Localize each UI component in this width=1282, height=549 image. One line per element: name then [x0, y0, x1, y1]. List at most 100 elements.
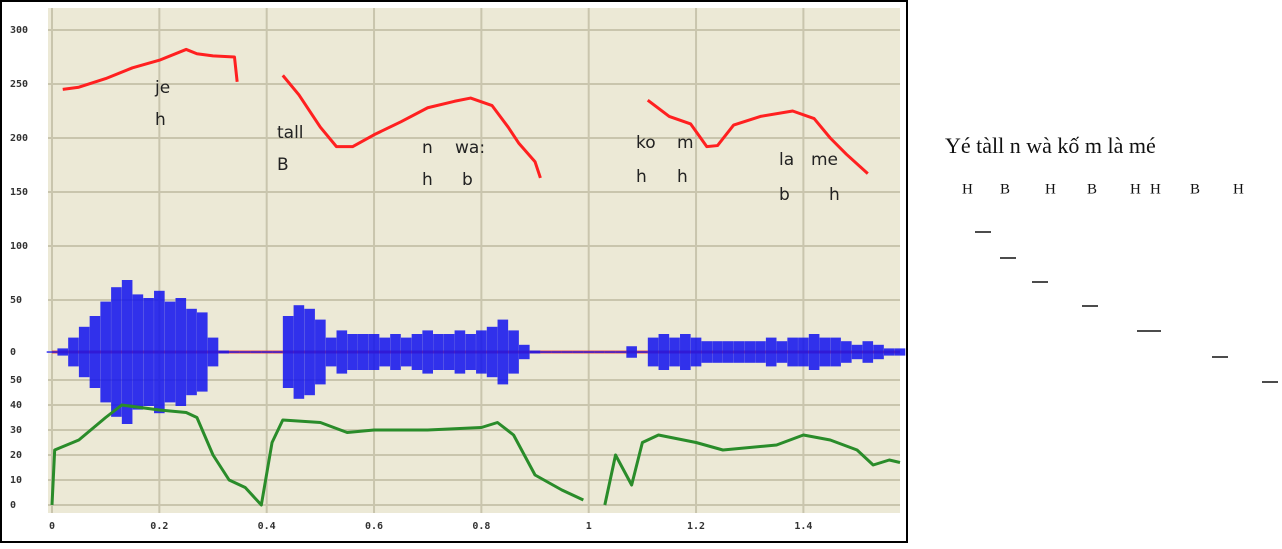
x-tick-label: 1: [586, 521, 592, 532]
y-tick-label: 50: [10, 295, 22, 306]
tone-label: H: [1233, 181, 1244, 197]
amplitude-bar: [121, 280, 133, 424]
pitch-line: [62, 47, 869, 179]
amplitude-bar: [647, 337, 659, 367]
amplitude-bar: [744, 341, 756, 363]
amplitude-bar: [411, 334, 423, 370]
syllable-label: h: [422, 170, 433, 190]
y-tick-label: 20: [10, 450, 22, 461]
amplitude-bar: [186, 308, 197, 396]
syllable-label: la: [779, 150, 794, 170]
amplitude-bar: [207, 337, 219, 367]
sentence: Yé tàll n wà kố m là mé: [945, 133, 1156, 158]
amplitude-bar: [315, 319, 326, 385]
amplitude-bar: [143, 298, 154, 406]
y-tick-label: 200: [10, 133, 28, 144]
y-tick-label: 300: [10, 25, 28, 36]
x-tick-label: 0.2: [150, 521, 168, 532]
amplitude-bar: [68, 337, 79, 367]
y-tick-label: 150: [10, 187, 28, 198]
syllable-label: B: [277, 155, 289, 175]
x-tick-label: 0.8: [472, 521, 490, 532]
y-tick-label: 0: [10, 347, 16, 358]
y-tick-label: 50: [10, 375, 22, 386]
y-tick-label: 0: [10, 500, 16, 511]
syllable-label: m: [677, 133, 694, 153]
amplitude-bar: [787, 337, 798, 367]
amplitude-bar: [175, 298, 187, 406]
y-tick-label: 100: [10, 241, 28, 252]
syllable-label: h: [677, 167, 688, 187]
amplitude-bar: [583, 351, 595, 353]
amplitude-bar: [637, 351, 648, 353]
amplitude-bar: [218, 350, 230, 354]
amplitude-bar: [89, 316, 101, 388]
amplitude-bar: [808, 334, 820, 370]
tone-label: H: [1150, 181, 1161, 197]
amplitude-bar: [841, 341, 852, 363]
amplitude-bar: [57, 348, 69, 356]
amplitude-bar: [132, 294, 144, 410]
amplitude-bar: [111, 287, 122, 417]
amplitude-bar: [164, 301, 176, 403]
intensity-line: [50, 403, 901, 507]
amplitude-bar: [261, 351, 272, 353]
tone-label: B: [1000, 181, 1010, 197]
amplitude-bar: [819, 337, 831, 367]
amplitude-bar: [776, 341, 788, 363]
amplitude-bar: [379, 337, 391, 367]
amplitude-bar: [250, 351, 262, 353]
amplitude-bar: [357, 334, 369, 370]
amplitude-bar: [229, 351, 240, 353]
amplitude-bar: [154, 290, 165, 414]
x-tick-label: 0.6: [365, 521, 383, 532]
amplitude-bar: [196, 312, 208, 392]
amplitude-bar: [883, 348, 895, 356]
amplitude-bar: [658, 334, 670, 370]
amplitude-bar: [400, 337, 412, 367]
amplitude-bar: [368, 334, 380, 370]
amplitude-bar: [894, 348, 906, 356]
amplitude-bar: [46, 351, 58, 353]
syllable-label: tall: [277, 123, 304, 143]
amplitude-bar: [851, 344, 863, 360]
x-tick-label: 1.2: [687, 521, 705, 532]
amplitude-bar: [465, 334, 476, 370]
amplitude-bar: [347, 334, 358, 370]
amplitude-bar: [765, 337, 777, 367]
amplitude-bar: [626, 346, 637, 358]
amplitude-bar: [293, 305, 305, 399]
tone-label: H: [962, 181, 973, 197]
syllable-label: b: [462, 170, 473, 190]
amplitude-bar: [304, 308, 315, 396]
amplitude-bar: [325, 337, 337, 367]
amplitude-bar: [733, 341, 745, 363]
amplitude-bar: [336, 330, 348, 374]
amplitude-bar: [604, 351, 616, 353]
amplitude-bar: [712, 341, 723, 363]
amplitude-bar: [669, 337, 680, 367]
amplitude-bar: [390, 334, 401, 370]
amplitude-bar: [519, 344, 530, 360]
syllable-label: me: [811, 150, 838, 170]
tone-label: H: [1130, 181, 1141, 197]
y-tick-label: 10: [10, 475, 22, 486]
syllable-label: wa:: [455, 138, 485, 158]
amplitude-bar: [486, 326, 498, 378]
amplitude-bar: [100, 301, 111, 403]
amplitude-bar: [755, 341, 766, 363]
x-tick-label: 0.4: [258, 521, 276, 532]
amplitude-bar: [272, 351, 283, 353]
amplitude-bar: [422, 330, 433, 374]
syllable-label: ko: [636, 133, 656, 153]
x-tick-label: 1.4: [794, 521, 812, 532]
amplitude-bar: [701, 341, 713, 363]
amplitude-bar: [529, 350, 541, 354]
amplitude-bar: [722, 341, 734, 363]
y-tick-label: 30: [10, 425, 22, 436]
amplitude-bar: [690, 337, 702, 367]
amplitude-bar: [239, 351, 251, 353]
x-tick-label: 0: [49, 521, 55, 532]
amplitude-bar: [873, 344, 884, 360]
